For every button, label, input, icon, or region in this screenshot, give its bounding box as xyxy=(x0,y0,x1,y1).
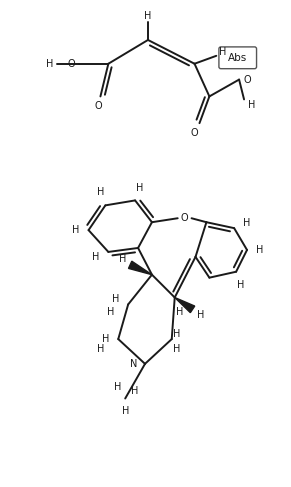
Text: H: H xyxy=(237,280,245,290)
Text: H: H xyxy=(72,225,79,235)
FancyBboxPatch shape xyxy=(219,47,257,69)
Text: O: O xyxy=(68,59,76,69)
Text: H: H xyxy=(132,386,139,395)
Text: N: N xyxy=(130,359,137,369)
Text: O: O xyxy=(191,128,198,138)
Text: H: H xyxy=(173,329,180,339)
Text: O: O xyxy=(181,213,189,223)
Polygon shape xyxy=(175,298,195,313)
Text: H: H xyxy=(176,307,183,318)
Text: H: H xyxy=(248,100,256,111)
Text: H: H xyxy=(112,295,119,304)
Text: H: H xyxy=(144,11,152,21)
Text: H: H xyxy=(97,344,104,354)
Text: H: H xyxy=(197,310,204,320)
Text: H: H xyxy=(97,187,104,198)
Polygon shape xyxy=(129,261,152,275)
Text: O: O xyxy=(243,75,251,85)
Text: H: H xyxy=(92,252,99,262)
Text: H: H xyxy=(256,245,264,255)
Text: H: H xyxy=(102,334,109,344)
Text: H: H xyxy=(136,183,144,192)
Text: H: H xyxy=(173,344,180,354)
Text: O: O xyxy=(95,101,102,112)
Text: H: H xyxy=(243,218,251,228)
Text: H: H xyxy=(219,47,226,57)
Text: H: H xyxy=(113,382,121,392)
Text: H: H xyxy=(118,254,126,264)
Text: Abs: Abs xyxy=(228,53,247,63)
Text: H: H xyxy=(107,307,114,318)
Text: H: H xyxy=(46,59,54,69)
Text: H: H xyxy=(122,406,129,416)
